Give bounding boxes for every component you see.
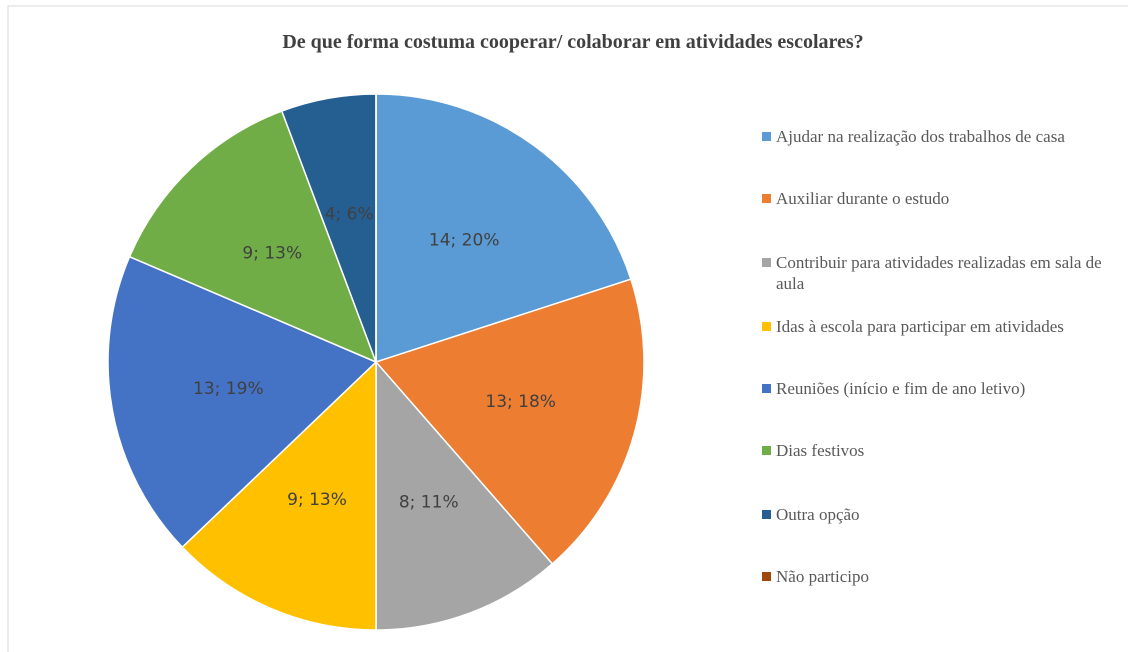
legend-swatch xyxy=(762,446,771,455)
legend-item: Contribuir para atividades realizadas em… xyxy=(762,252,1126,294)
pie-slice xyxy=(374,278,645,565)
legend-item: Idas à escola para participar em ativida… xyxy=(762,316,1126,337)
legend-label: Auxiliar durante o estudo xyxy=(776,189,950,208)
legend-label: Outra opção xyxy=(776,505,860,524)
legend-swatch xyxy=(762,322,771,331)
legend-label: Dias festivos xyxy=(776,441,865,460)
data-label: 13; 18% xyxy=(485,392,556,412)
legend-swatch xyxy=(762,194,771,203)
data-label: 9; 13% xyxy=(287,490,347,510)
legend-swatch xyxy=(762,572,771,581)
pie-slice xyxy=(128,110,378,364)
pie-slice xyxy=(181,360,377,631)
legend-item: Não participo xyxy=(762,566,1126,587)
legend-swatch xyxy=(762,132,771,141)
data-label: 4; 6% xyxy=(325,204,374,224)
chart-title: De que forma costuma cooperar/ colaborar… xyxy=(282,31,863,53)
pie-slice xyxy=(107,255,378,549)
legend-item: Dias festivos xyxy=(762,440,1126,461)
data-label: 13; 19% xyxy=(193,379,264,399)
legend-item: Outra opção xyxy=(762,504,1126,525)
legend-item: Reuniões (início e fim de ano letivo) xyxy=(762,378,1126,399)
legend-label: Ajudar na realização dos trabalhos de ca… xyxy=(776,127,1065,146)
legend-swatch xyxy=(762,384,771,393)
chart-border xyxy=(7,5,1128,652)
data-label: 8; 11% xyxy=(399,493,459,513)
legend-label: Não participo xyxy=(776,567,869,586)
legend-label: Idas à escola para participar em ativida… xyxy=(776,317,1064,336)
legend-item: Ajudar na realização dos trabalhos de ca… xyxy=(762,126,1126,147)
pie-slice xyxy=(375,93,632,364)
data-label: 9; 13% xyxy=(242,244,302,264)
data-label: 14; 20% xyxy=(429,231,500,251)
legend-item: Auxiliar durante o estudo xyxy=(762,188,1126,209)
legend-label: Contribuir para atividades realizadas em… xyxy=(776,253,1102,293)
pie-slice xyxy=(375,360,554,631)
legend-label: Reuniões (início e fim de ano letivo) xyxy=(776,379,1026,398)
legend-swatch xyxy=(762,510,771,519)
legend-swatch xyxy=(762,258,771,267)
